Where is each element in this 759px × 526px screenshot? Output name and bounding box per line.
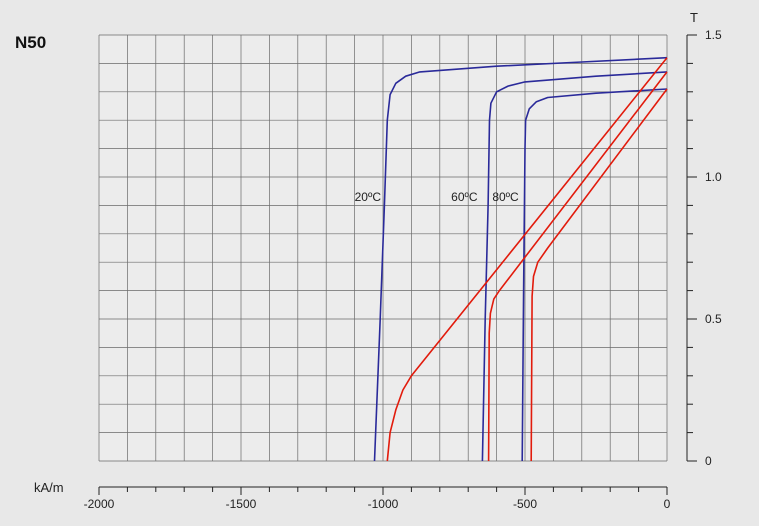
y-axis-title: T [690,10,698,25]
curves [373,56,668,462]
x-tick-label: -500 [513,497,537,511]
series-line [530,88,668,462]
curve-labels: 20ºC 60ºC 80ºC [355,190,519,204]
y-tick-label: 1.5 [705,28,722,42]
series-line [481,71,668,462]
y-tick-label: 1.0 [705,170,722,184]
axes [98,34,697,495]
series-line [373,56,668,462]
series-line [487,71,668,462]
y-tick-label: 0 [705,454,712,468]
curve-label: 80ºC [492,190,519,204]
grid [98,34,668,462]
x-axis-title: kA/m [34,480,64,495]
series-line [521,88,668,462]
x-tick-label: -1500 [226,497,257,511]
curve-label: 20ºC [355,190,382,204]
x-tick-labels: -2000 -1500 -1000 -500 0 [84,497,671,511]
series-line [386,57,668,462]
y-tick-labels: 0 0.5 1.0 1.5 [705,28,722,468]
x-tick-label: 0 [664,497,671,511]
x-tick-label: -2000 [84,497,115,511]
x-tick-label: -1000 [368,497,399,511]
curve-label: 60ºC [451,190,478,204]
chart-title: N50 [15,33,46,52]
y-tick-label: 0.5 [705,312,722,326]
